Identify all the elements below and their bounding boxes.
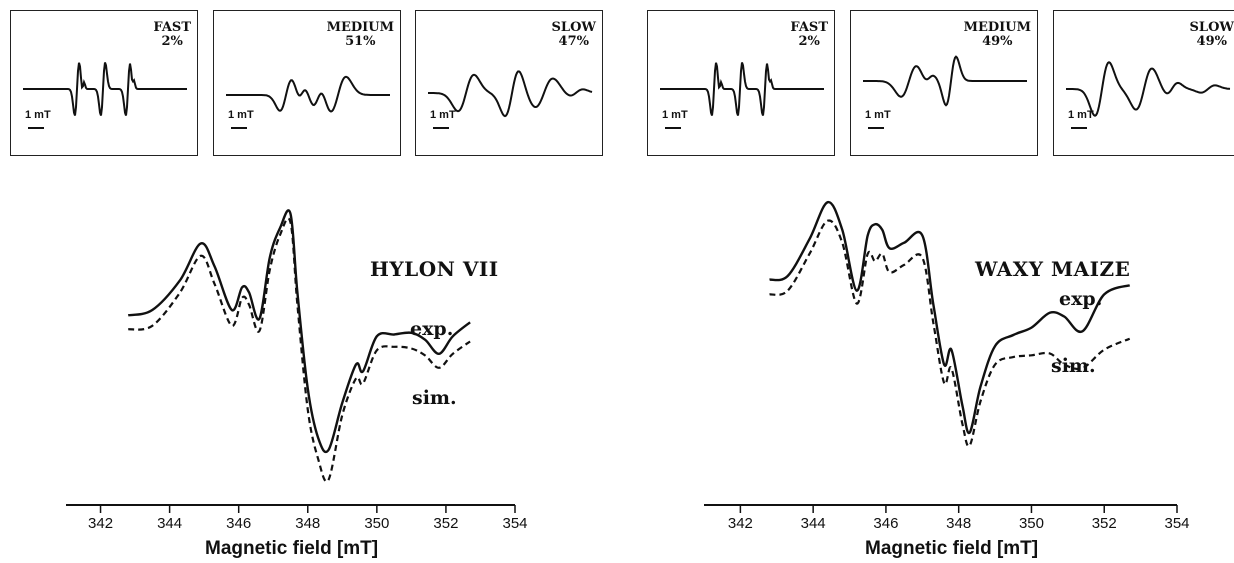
x-tick-label: 354 <box>502 515 528 532</box>
inset-slow: SLOW 49% 1 mT <box>1053 10 1234 156</box>
scale-bar <box>1071 127 1087 129</box>
inset-medium-trace <box>863 55 1027 107</box>
inset-fast-trace <box>23 62 187 116</box>
scale-bar <box>28 127 44 129</box>
x-tick-label: 350 <box>1018 515 1044 532</box>
exp-series-line <box>127 209 471 454</box>
x-tick-label: 350 <box>364 515 390 532</box>
x-axis-title: Magnetic field [mT] <box>865 538 1039 559</box>
inset-title: MEDIUM 51% <box>326 20 394 49</box>
scale-bar-label: 1 mT <box>1068 109 1094 121</box>
spectrum-plot <box>66 209 516 513</box>
spectrum-plot <box>704 200 1178 513</box>
panel-waxy: FAST 2% 1 mT MEDIUM 49% 1 mT SLOW 49% 1 mT … <box>637 0 1234 563</box>
inset-title: SLOW 47% <box>551 20 596 49</box>
sim-series-line <box>769 219 1131 448</box>
exp-series-line <box>769 200 1131 435</box>
sample-label: WAXY MAIZE <box>975 257 1131 281</box>
x-tick-label: 354 <box>1164 515 1190 532</box>
x-tick-label: 348 <box>295 515 321 532</box>
inset-title: SLOW 49% <box>1189 20 1234 49</box>
scale-bar <box>665 127 681 129</box>
inset-medium: MEDIUM 49% 1 mT <box>850 10 1038 156</box>
sim-series-line <box>128 217 471 483</box>
panel-hylon: FAST 2% 1 mT MEDIUM 51% 1 mT SLOW 47% 1 mT … <box>0 0 610 563</box>
inset-slow-trace <box>1066 61 1231 117</box>
inset-fast: FAST 2% 1 mT <box>10 10 198 156</box>
inset-fast-trace <box>660 62 824 116</box>
x-tick-label: 344 <box>157 515 183 532</box>
inset-fast: FAST 2% 1 mT <box>647 10 835 156</box>
x-tick-label: 348 <box>946 515 972 532</box>
scale-bar <box>433 127 449 129</box>
inset-medium: MEDIUM 51% 1 mT <box>213 10 401 156</box>
inset-slow-trace <box>428 70 593 118</box>
scale-bar <box>868 127 884 129</box>
inset-title: FAST 2% <box>153 20 191 49</box>
scale-bar-label: 1 mT <box>430 109 456 121</box>
scale-bar-label: 1 mT <box>25 109 51 121</box>
inset-slow: SLOW 47% 1 mT <box>415 10 603 156</box>
x-tick-label: 342 <box>727 515 753 532</box>
sim-label: sim. <box>1051 355 1096 377</box>
x-tick-label: 352 <box>433 515 459 532</box>
inset-title: MEDIUM 49% <box>963 20 1031 49</box>
scale-bar-label: 1 mT <box>865 109 891 121</box>
x-tick-label: 352 <box>1091 515 1117 532</box>
x-tick-label: 346 <box>873 515 899 532</box>
exp-label: exp. <box>410 318 454 340</box>
scale-bar-label: 1 mT <box>228 109 254 121</box>
x-tick-label: 344 <box>800 515 826 532</box>
scale-bar-label: 1 mT <box>662 109 688 121</box>
inset-medium-trace <box>226 75 390 113</box>
scale-bar <box>231 127 247 129</box>
x-tick-label: 342 <box>88 515 114 532</box>
inset-title: FAST 2% <box>790 20 828 49</box>
x-tick-label: 346 <box>226 515 252 532</box>
sim-label: sim. <box>412 387 457 409</box>
x-axis-title: Magnetic field [mT] <box>205 538 379 559</box>
sample-label: HYLON VII <box>370 257 499 281</box>
exp-label: exp. <box>1059 288 1103 310</box>
